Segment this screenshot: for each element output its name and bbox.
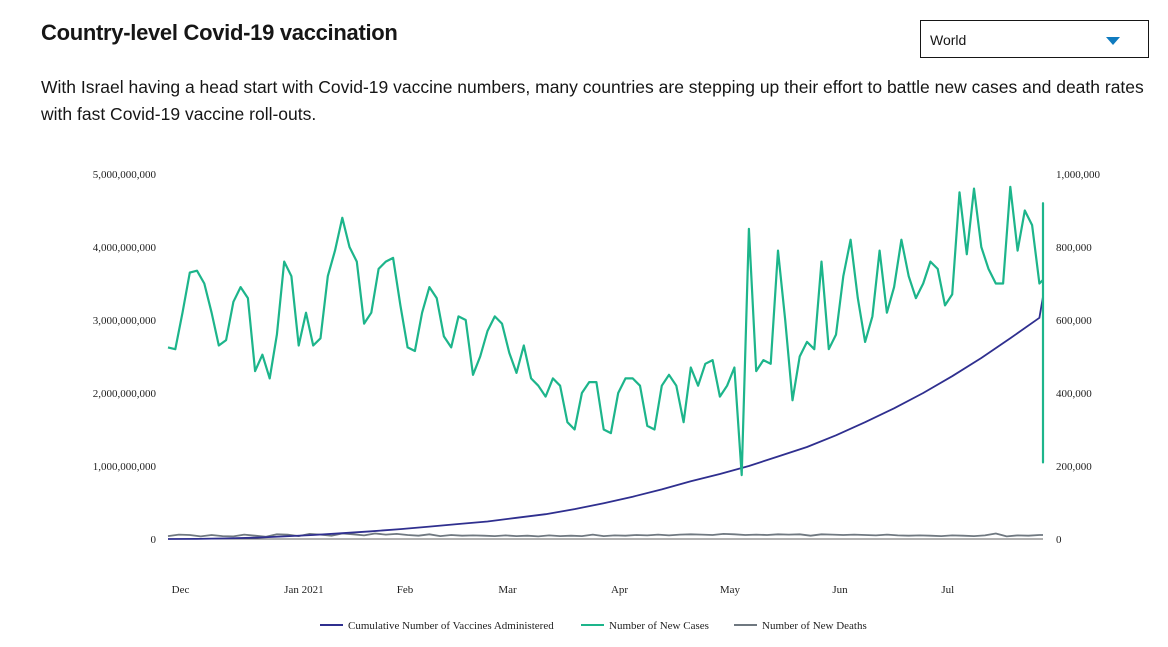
x-tick-label: Feb (397, 584, 414, 596)
legend-item-vaccines[interactable]: Cumulative Number of Vaccines Administer… (320, 620, 554, 632)
legend-item-new-deaths[interactable]: Number of New Deaths (734, 620, 867, 632)
page-description: With Israel having a head start with Cov… (41, 77, 1144, 124)
x-tick-label: Mar (498, 584, 517, 596)
y-right-tick-label: 400,000 (1056, 388, 1092, 400)
x-tick-label: Jan 2021 (284, 584, 323, 596)
legend-label: Cumulative Number of Vaccines Administer… (348, 620, 554, 632)
region-select[interactable]: World (920, 20, 1149, 58)
region-select-value: World (930, 32, 967, 48)
x-axis: Dec Jan 2021 Feb Mar Apr May Jun Jul (172, 584, 955, 596)
y-right-tick-label: 1,000,000 (1056, 169, 1101, 181)
legend-label: Number of New Cases (609, 620, 709, 632)
y-left-tick-label: 0 (151, 534, 157, 546)
x-tick-label: Apr (611, 584, 628, 596)
y-right-tick-label: 600,000 (1056, 315, 1092, 327)
chart-legend: Cumulative Number of Vaccines Administer… (320, 620, 867, 632)
y-right-tick-label: 200,000 (1056, 461, 1092, 473)
y-left-tick-label: 3,000,000,000 (93, 315, 157, 327)
legend-item-new-cases[interactable]: Number of New Cases (581, 620, 709, 632)
legend-label: Number of New Deaths (762, 620, 867, 632)
y-axis-right: 0 200,000 400,000 600,000 800,000 1,000,000 (1056, 169, 1101, 546)
series-new-cases-line (167, 185, 1045, 477)
y-left-tick-label: 4,000,000,000 (93, 242, 157, 254)
x-tick-label: Dec (172, 584, 190, 596)
caret-down-icon[interactable] (1106, 37, 1120, 45)
y-right-tick-label: 800,000 (1056, 242, 1092, 254)
x-tick-label: Jul (941, 584, 954, 596)
x-tick-label: Jun (832, 584, 848, 596)
series-group (167, 185, 1045, 540)
x-tick-label: May (720, 584, 741, 596)
page-title: Country-level Covid-19 vaccination (41, 20, 398, 45)
y-axis-left: 0 1,000,000,000 2,000,000,000 3,000,000,000… (93, 169, 157, 546)
y-left-tick-label: 2,000,000,000 (93, 388, 157, 400)
y-right-tick-label: 0 (1056, 534, 1062, 546)
series-vaccines-line (167, 217, 1044, 540)
y-left-tick-label: 5,000,000,000 (93, 169, 157, 181)
y-left-tick-label: 1,000,000,000 (93, 461, 157, 473)
